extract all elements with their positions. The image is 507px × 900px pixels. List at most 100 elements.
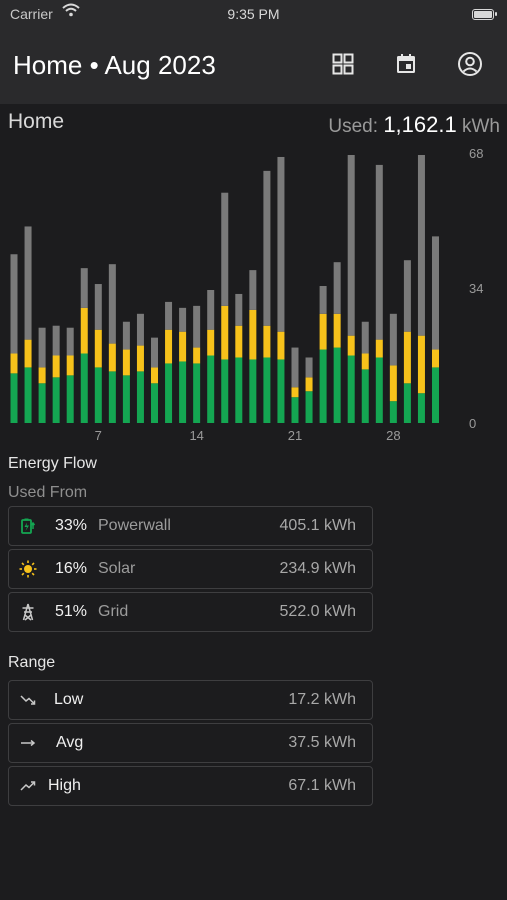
bar-solar-day-10[interactable]	[136, 345, 144, 372]
bar-grid-day-21[interactable]	[291, 347, 299, 388]
account-button[interactable]	[456, 50, 484, 78]
bar-solar-day-29[interactable]	[403, 331, 411, 384]
bar-grid-day-28[interactable]	[389, 313, 397, 366]
bar-powerwall-day-15[interactable]	[207, 355, 215, 424]
bar-solar-day-26[interactable]	[361, 353, 369, 370]
bar-powerwall-day-25[interactable]	[347, 355, 355, 424]
bar-powerwall-day-1[interactable]	[10, 373, 18, 423]
bar-powerwall-day-5[interactable]	[66, 375, 74, 423]
bar-powerwall-day-3[interactable]	[38, 383, 46, 423]
bar-solar-day-8[interactable]	[108, 343, 116, 372]
bar-grid-day-29[interactable]	[403, 260, 411, 332]
bar-grid-day-15[interactable]	[207, 289, 215, 330]
bar-solar-day-7[interactable]	[94, 329, 102, 368]
bar-powerwall-day-2[interactable]	[24, 367, 32, 423]
bar-solar-day-2[interactable]	[24, 339, 32, 368]
energy-flow-row-powerwall[interactable]: 33% Powerwall 405.1 kWh	[8, 506, 373, 546]
bar-grid-day-20[interactable]	[277, 156, 285, 332]
energy-flow-row-solar[interactable]: 16% Solar 234.9 kWh	[8, 549, 373, 589]
bar-powerwall-day-14[interactable]	[193, 363, 201, 423]
bar-solar-day-31[interactable]	[432, 349, 439, 368]
bar-grid-day-3[interactable]	[38, 327, 46, 368]
bar-powerwall-day-26[interactable]	[361, 369, 369, 423]
bar-powerwall-day-17[interactable]	[235, 357, 243, 423]
grid-view-button[interactable]	[329, 50, 357, 78]
bar-solar-day-12[interactable]	[165, 329, 173, 364]
bar-solar-day-9[interactable]	[122, 349, 130, 376]
bar-powerwall-day-31[interactable]	[432, 367, 439, 423]
bar-powerwall-day-9[interactable]	[122, 375, 130, 423]
range-row-high[interactable]: High 67.1 kWh	[8, 766, 373, 806]
bar-grid-day-7[interactable]	[94, 284, 102, 330]
energy-usage-chart[interactable]: 68 34 0 7 14 21 28	[0, 140, 507, 445]
bar-powerwall-day-7[interactable]	[94, 367, 102, 423]
bar-grid-day-16[interactable]	[221, 192, 229, 306]
bar-powerwall-day-10[interactable]	[136, 371, 144, 423]
bar-grid-day-12[interactable]	[165, 301, 173, 330]
bar-grid-day-17[interactable]	[235, 293, 243, 326]
bar-solar-day-30[interactable]	[417, 335, 425, 394]
bar-grid-day-30[interactable]	[417, 154, 425, 336]
bar-solar-day-25[interactable]	[347, 335, 355, 356]
bar-powerwall-day-21[interactable]	[291, 397, 299, 423]
bar-grid-day-25[interactable]	[347, 154, 355, 336]
bar-powerwall-day-30[interactable]	[417, 393, 425, 423]
bar-solar-day-4[interactable]	[52, 355, 60, 378]
bar-grid-day-27[interactable]	[375, 164, 383, 340]
bar-grid-day-9[interactable]	[122, 321, 130, 350]
bar-grid-day-1[interactable]	[10, 254, 18, 354]
bar-powerwall-day-27[interactable]	[375, 357, 383, 423]
bar-powerwall-day-13[interactable]	[179, 361, 187, 423]
bar-grid-day-2[interactable]	[24, 226, 32, 340]
bar-solar-day-22[interactable]	[305, 377, 313, 392]
bar-powerwall-day-4[interactable]	[52, 377, 60, 423]
bar-grid-day-14[interactable]	[193, 305, 201, 348]
bar-solar-day-27[interactable]	[375, 339, 383, 358]
energy-flow-row-grid[interactable]: 51% Grid 522.0 kWh	[8, 592, 373, 632]
bar-solar-day-24[interactable]	[333, 313, 341, 348]
bar-solar-day-6[interactable]	[80, 307, 88, 354]
bar-grid-day-6[interactable]	[80, 268, 88, 308]
bar-powerwall-day-28[interactable]	[389, 401, 397, 423]
bar-solar-day-14[interactable]	[193, 347, 201, 364]
bar-grid-day-11[interactable]	[151, 337, 158, 368]
bar-powerwall-day-8[interactable]	[108, 371, 116, 423]
bar-powerwall-day-16[interactable]	[221, 359, 229, 423]
bar-solar-day-3[interactable]	[38, 367, 46, 384]
bar-powerwall-day-29[interactable]	[403, 383, 411, 423]
bar-powerwall-day-19[interactable]	[263, 357, 271, 423]
range-row-low[interactable]: Low 17.2 kWh	[8, 680, 373, 720]
bar-powerwall-day-11[interactable]	[151, 383, 158, 423]
bar-grid-day-22[interactable]	[305, 357, 313, 378]
bar-solar-day-21[interactable]	[291, 387, 299, 398]
bar-grid-day-5[interactable]	[66, 327, 74, 356]
bar-powerwall-day-18[interactable]	[249, 359, 257, 423]
bar-grid-day-13[interactable]	[179, 307, 187, 332]
bar-grid-day-26[interactable]	[361, 321, 369, 354]
bar-solar-day-16[interactable]	[221, 305, 229, 360]
bar-powerwall-day-20[interactable]	[277, 359, 285, 423]
bar-powerwall-day-24[interactable]	[333, 347, 341, 423]
bar-grid-day-4[interactable]	[52, 325, 60, 356]
bar-solar-day-28[interactable]	[389, 365, 397, 402]
bar-solar-day-1[interactable]	[10, 353, 18, 374]
bar-solar-day-17[interactable]	[235, 325, 243, 358]
bar-solar-day-5[interactable]	[66, 355, 74, 376]
bar-powerwall-day-12[interactable]	[165, 363, 173, 423]
calendar-button[interactable]	[392, 50, 420, 78]
bar-grid-day-31[interactable]	[432, 236, 439, 350]
bar-grid-day-24[interactable]	[333, 262, 341, 314]
bar-grid-day-23[interactable]	[319, 286, 327, 314]
bar-grid-day-8[interactable]	[108, 264, 116, 344]
bar-solar-day-18[interactable]	[249, 309, 257, 360]
bar-solar-day-19[interactable]	[263, 325, 271, 358]
bar-solar-day-15[interactable]	[207, 329, 215, 356]
bar-grid-day-19[interactable]	[263, 170, 271, 326]
bar-solar-day-20[interactable]	[277, 331, 285, 360]
bar-solar-day-13[interactable]	[179, 331, 187, 362]
bar-powerwall-day-6[interactable]	[80, 353, 88, 423]
range-row-avg[interactable]: Avg 37.5 kWh	[8, 723, 373, 763]
bar-solar-day-23[interactable]	[319, 313, 327, 350]
bar-grid-day-10[interactable]	[136, 313, 144, 346]
bar-grid-day-18[interactable]	[249, 270, 257, 310]
